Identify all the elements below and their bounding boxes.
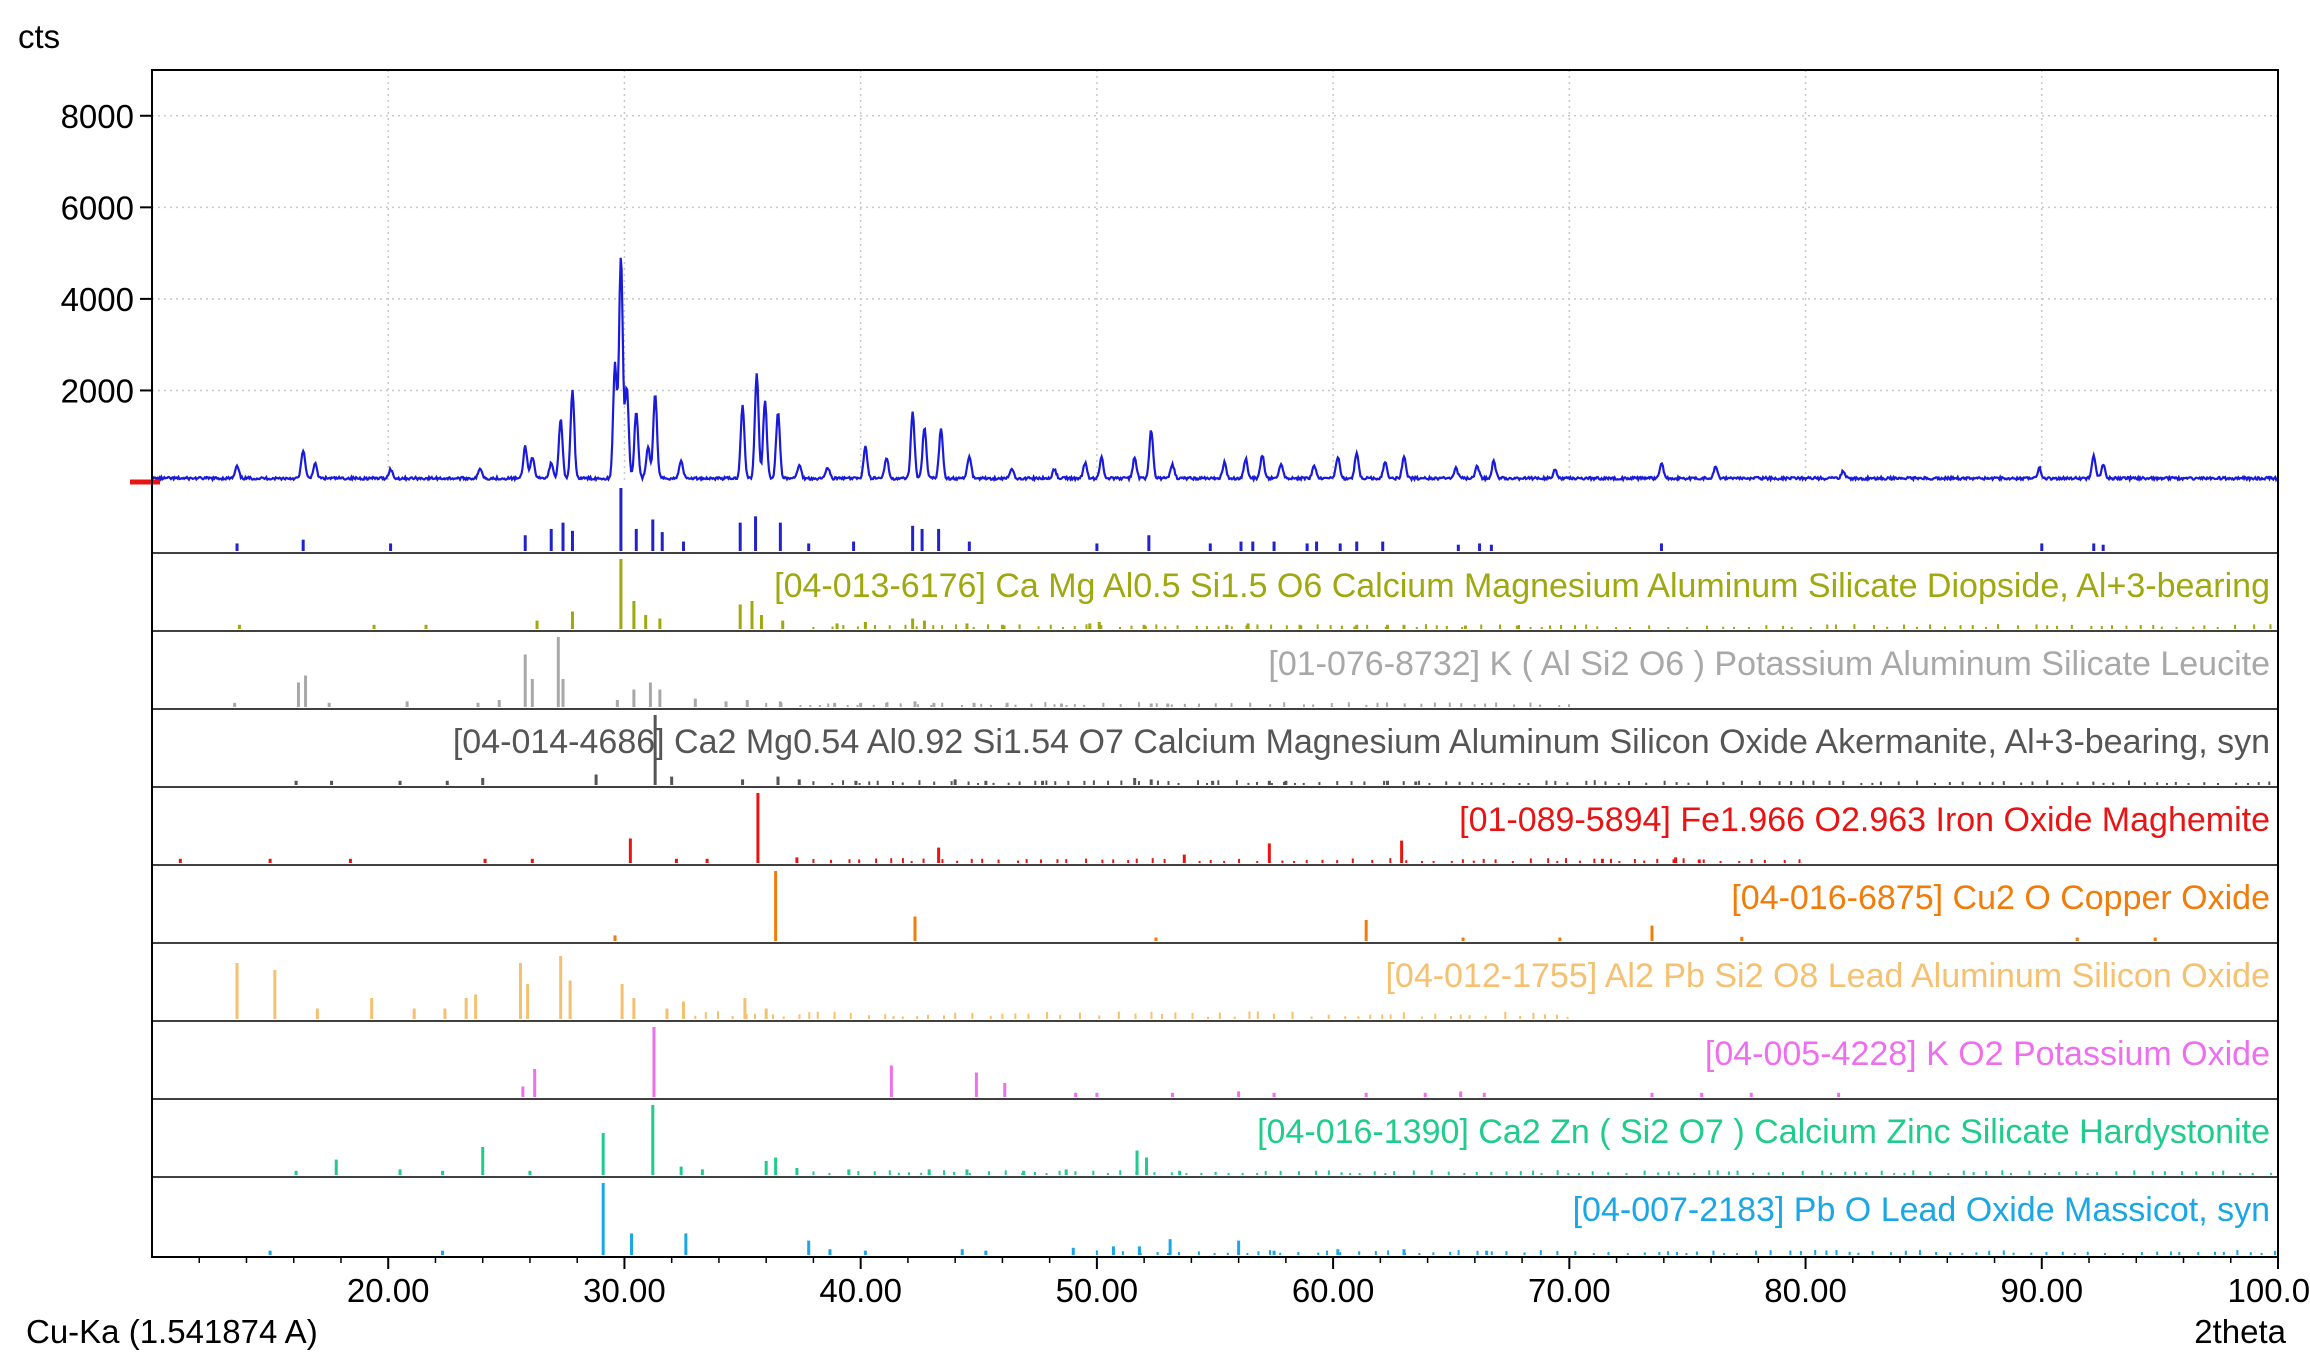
x-tick-label: 50.00 (1056, 1272, 1139, 1309)
phase-label: [01-076-8732] K ( Al Si2 O6 ) Potassium … (1268, 645, 2270, 683)
x-tick-label: 60.00 (1292, 1272, 1375, 1309)
reference-pattern-4: [01-089-5894] Fe1.966 O2.963 Iron Oxide … (152, 793, 2278, 866)
reference-strips: [04-013-6176] Ca Mg Al0.5 Si1.5 O6 Calci… (152, 488, 2278, 1258)
reference-pattern-0 (152, 488, 2278, 554)
y-tick-label: 4000 (61, 281, 134, 318)
x-tick-label: 100.00 (2228, 1272, 2310, 1309)
reference-pattern-7: [04-005-4228] K O2 Potassium Oxide (152, 1027, 2278, 1100)
reference-pattern-9: [04-007-2183] Pb O Lead Oxide Massicot, … (152, 1183, 2278, 1258)
x-tick-label: 80.00 (1764, 1272, 1847, 1309)
tick-labels: 20.00 30.00 40.00 50.00 60.00 70.00 80.00 90.00… (61, 98, 2310, 1309)
phase-label: [04-005-4228] K O2 Potassium Oxide (1705, 1035, 2270, 1073)
plot-frame (151, 69, 2279, 1258)
x-tick-label: 90.00 (2000, 1272, 2083, 1309)
x-tick-label: 40.00 (819, 1272, 902, 1309)
radiation-label: Cu-Ka (1.541874 A) (26, 1313, 318, 1350)
phase-label: [04-012-1755] Al2 Pb Si2 O8 Lead Aluminu… (1385, 957, 2270, 995)
y-axis-title: cts (18, 18, 60, 55)
reference-pattern-8: [04-016-1390] Ca2 Zn ( Si2 O7 ) Calcium … (152, 1105, 2278, 1178)
x-tick-label: 30.00 (583, 1272, 666, 1309)
diffraction-trace (150, 257, 2279, 483)
x-tick-label: 20.00 (347, 1272, 430, 1309)
axes (140, 69, 2279, 1269)
phase-label: [04-016-6875] Cu2 O Copper Oxide (1731, 879, 2270, 917)
grid-layer (152, 70, 2279, 482)
x-axis-title: 2theta (2194, 1313, 2286, 1350)
y-tick-label: 6000 (61, 189, 134, 226)
x-tick-label: 70.00 (1528, 1272, 1611, 1309)
phase-label: [01-089-5894] Fe1.966 O2.963 Iron Oxide … (1459, 801, 2270, 839)
y-tick-label: 8000 (61, 98, 134, 135)
phase-label: [04-014-4686] Ca2 Mg0.54 Al0.92 Si1.54 O… (453, 723, 2270, 761)
reference-pattern-5: [04-016-6875] Cu2 O Copper Oxide (152, 871, 2278, 944)
reference-pattern-2: [01-076-8732] K ( Al Si2 O6 ) Potassium … (152, 637, 2278, 710)
reference-pattern-1: [04-013-6176] Ca Mg Al0.5 Si1.5 O6 Calci… (152, 559, 2278, 632)
reference-pattern-3: [04-014-4686] Ca2 Mg0.54 Al0.92 Si1.54 O… (152, 715, 2278, 788)
diffraction-pattern (130, 257, 2279, 485)
reference-pattern-6: [04-012-1755] Al2 Pb Si2 O8 Lead Aluminu… (152, 956, 2278, 1022)
phase-label: [04-016-1390] Ca2 Zn ( Si2 O7 ) Calcium … (1257, 1113, 2270, 1151)
y-tick-label: 2000 (61, 372, 134, 409)
phase-label: [04-007-2183] Pb O Lead Oxide Massicot, … (1573, 1191, 2270, 1229)
phase-label: [04-013-6176] Ca Mg Al0.5 Si1.5 O6 Calci… (774, 567, 2270, 605)
